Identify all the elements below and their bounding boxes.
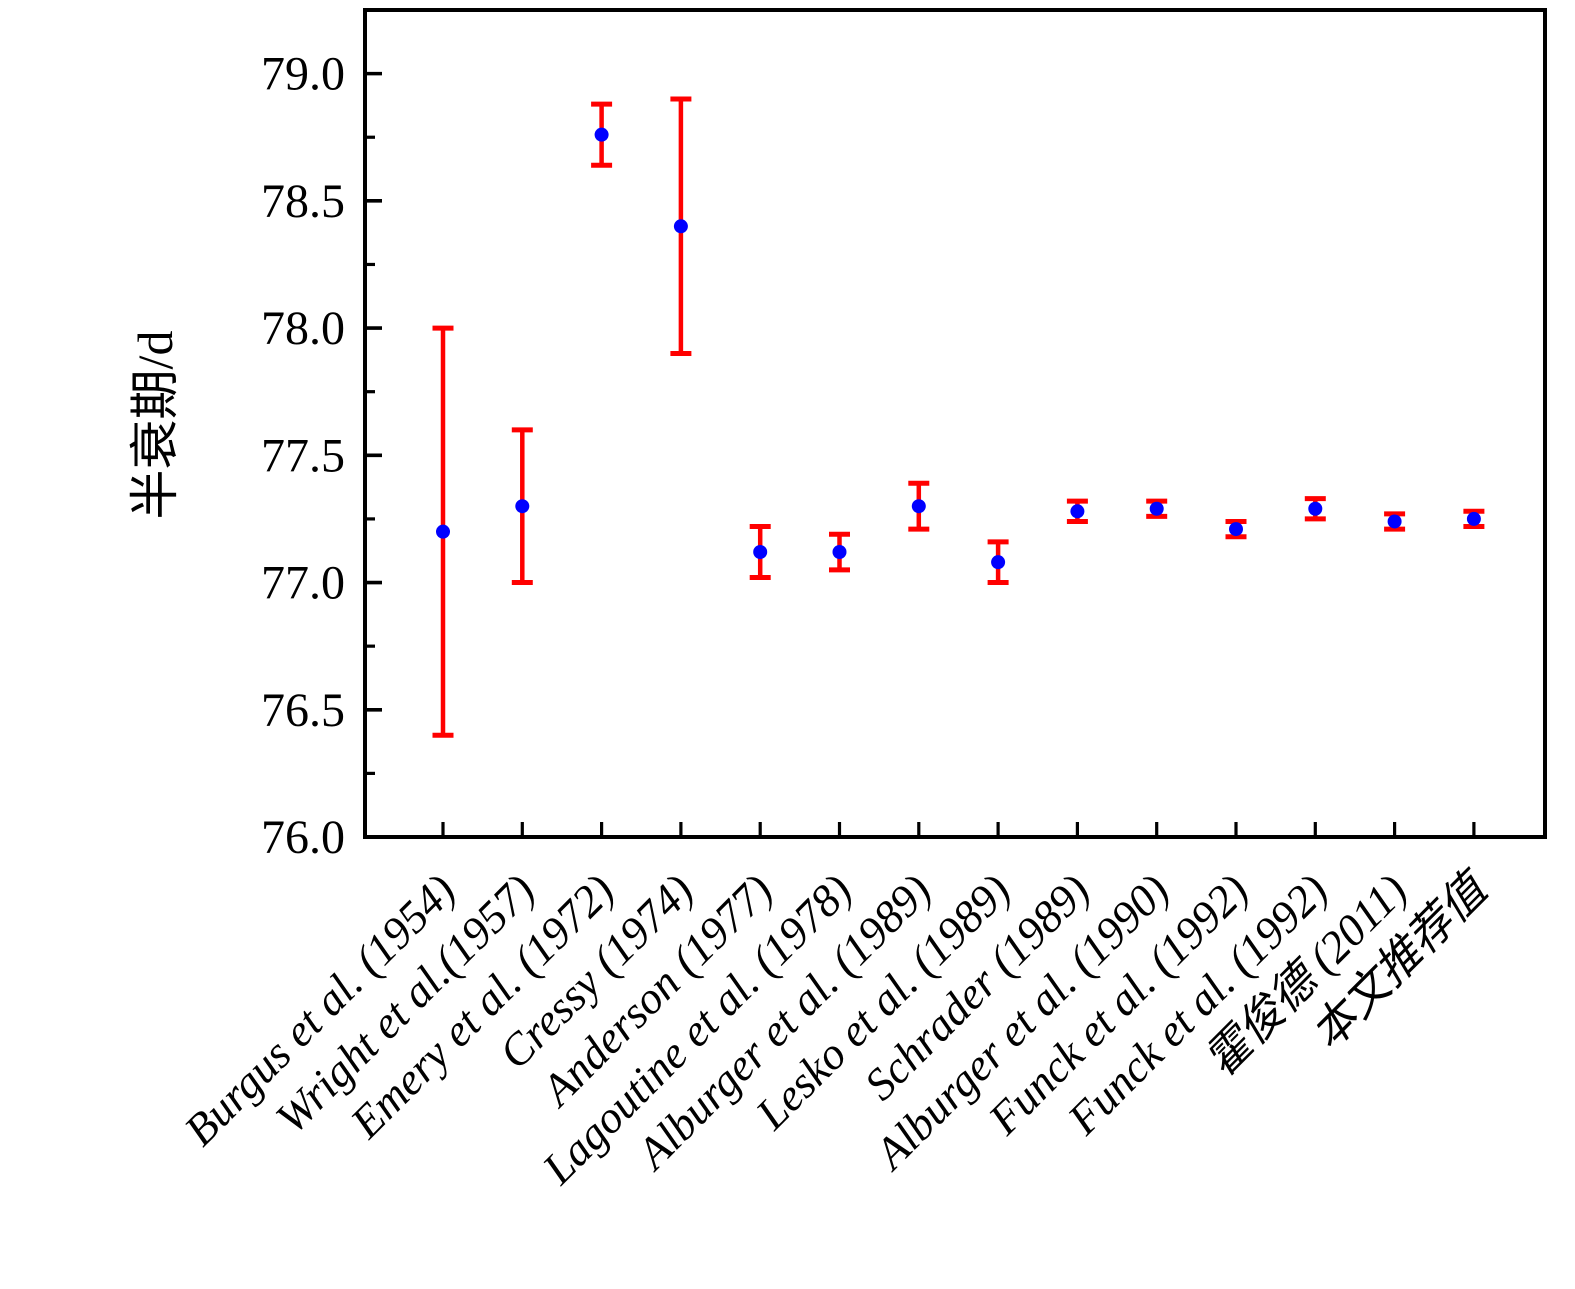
data-point <box>515 499 530 514</box>
data-point <box>1466 511 1481 526</box>
y-tick-label: 76.0 <box>261 811 345 864</box>
data-point <box>1149 501 1164 516</box>
y-tick-label: 79.0 <box>261 48 345 101</box>
data-point <box>753 545 768 560</box>
data-point <box>594 127 609 142</box>
data-point <box>1308 501 1323 516</box>
y-axis-title: 半衰期/d <box>127 331 183 520</box>
plot-border <box>363 8 1547 839</box>
y-tick-label: 78.0 <box>261 302 345 355</box>
data-point <box>1387 514 1402 529</box>
y-tick-label: 77.5 <box>261 429 345 482</box>
data-point <box>436 524 450 539</box>
data-point <box>673 219 688 234</box>
data-point <box>832 545 847 560</box>
data-point <box>911 499 926 514</box>
data-point <box>1070 504 1085 519</box>
data-point <box>991 555 1006 570</box>
y-tick-label: 76.5 <box>261 684 345 737</box>
data-point <box>1229 522 1243 537</box>
y-tick-label: 77.0 <box>261 557 345 610</box>
y-tick-label: 78.5 <box>261 175 345 228</box>
